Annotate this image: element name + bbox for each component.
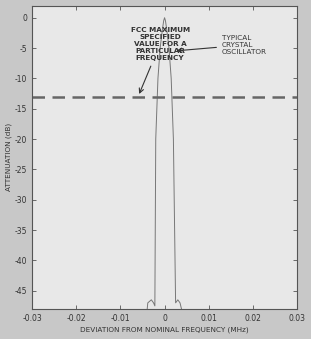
Text: FCC MAXIMUM
SPECIFIED
VALUE FOR A
PARTICULAR
FREQUENCY: FCC MAXIMUM SPECIFIED VALUE FOR A PARTIC… — [131, 27, 190, 93]
X-axis label: DEVIATION FROM NOMINAL FREQUENCY (MHz): DEVIATION FROM NOMINAL FREQUENCY (MHz) — [80, 327, 249, 334]
Y-axis label: ATTENUATION (dB): ATTENUATION (dB) — [6, 123, 12, 191]
Text: TYPICAL
CRYSTAL
OSCILLATOR: TYPICAL CRYSTAL OSCILLATOR — [177, 35, 267, 55]
